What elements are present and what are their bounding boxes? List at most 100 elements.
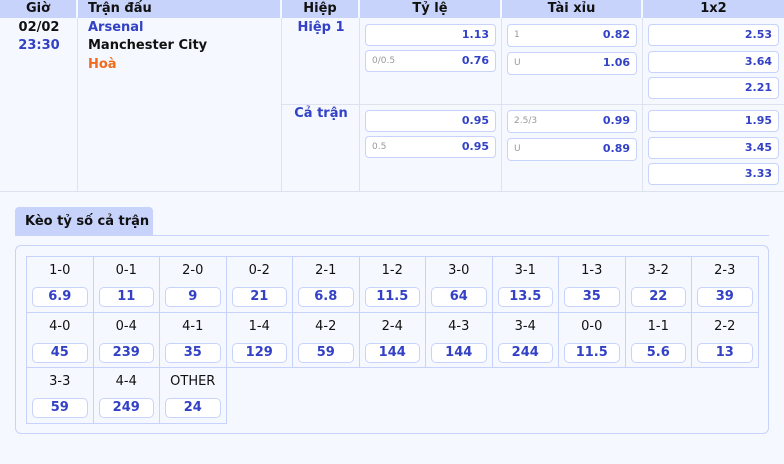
1x2-odds-button[interactable]: 1.95 [648,110,779,132]
score-label: 3-1 [514,263,536,278]
score-cell: 4-4 249 [93,368,160,424]
score-label: 4-0 [49,318,71,334]
score-odds-button[interactable]: 35 [165,342,221,363]
score-odds-button[interactable]: 6.8 [298,287,354,307]
score-odds-button[interactable]: 9 [165,287,221,307]
score-odds-button[interactable]: 22 [630,287,686,307]
handicap-odds-button[interactable]: 1.13 [365,24,496,46]
1x2-odds-button[interactable]: 2.21 [648,77,779,99]
handicap-odds-button[interactable]: 0.5 0.95 [365,136,496,158]
score-cell: 1-3 35 [559,257,626,313]
score-odds-button[interactable]: 129 [231,342,287,363]
score-odds-button[interactable]: 21 [231,287,287,307]
score-cell: 0-1 11 [93,257,160,313]
score-cell: 2-4 144 [359,312,426,368]
score-label: 0-4 [115,318,137,334]
score-cell: 3-1 13.5 [492,257,559,313]
match-date: 02/02 [18,20,60,35]
overunder-line: U [514,144,521,154]
overunder-line: 1 [514,30,520,40]
score-odds-button[interactable]: 239 [98,342,154,363]
header-handicap: Tỷ lệ [360,0,502,18]
header-time: Giờ [0,0,78,18]
score-odds-button[interactable]: 64 [431,287,487,307]
score-odds-button[interactable]: 35 [564,287,620,307]
handicap-odds-button[interactable]: 0/0.5 0.76 [365,50,496,72]
home-team[interactable]: Arsenal [88,20,144,35]
1x2-odds-button[interactable]: 2.53 [648,24,779,46]
period-name: Hiệp 1 [297,20,345,35]
score-cell: 3-0 64 [426,257,493,313]
score-odds-button[interactable]: 24 [165,398,221,418]
score-label: 1-3 [581,263,603,278]
score-label: 4-4 [115,374,137,389]
score-label: 4-3 [448,318,470,334]
odds-value: 3.33 [744,167,772,180]
score-cell: 3-2 22 [625,257,692,313]
score-odds-button[interactable]: 144 [431,342,487,363]
1x2-odds-button[interactable]: 3.64 [648,50,779,73]
score-label: 4-1 [182,318,204,334]
score-odds-button[interactable]: 11.5 [364,287,420,307]
header-match: Trận đấu [78,0,282,18]
overunder-odds-button[interactable]: 1 0.82 [507,24,637,47]
tab-correct-score[interactable]: Kèo tỷ số cả trận [15,207,153,236]
header-half: Hiệp [282,0,360,18]
odds-value: 2.53 [744,28,772,41]
score-cell: 0-4 239 [93,312,160,368]
score-label: 2-0 [182,263,204,278]
overunder-odds-button[interactable]: U 0.89 [507,138,637,161]
score-label: 2-4 [381,318,403,334]
score-label: 1-1 [647,318,669,334]
draw-label: Hoà [88,57,117,72]
score-odds-button[interactable]: 13 [697,342,753,363]
1x2-odds-button[interactable]: 3.45 [648,136,779,159]
score-odds-button[interactable]: 45 [32,342,88,363]
odds-value: 1.06 [602,56,630,69]
header-1x2: 1x2 [643,0,784,18]
score-odds-button[interactable]: 244 [497,342,553,363]
score-label: 1-0 [49,263,71,278]
score-cell: 1-4 129 [226,312,293,368]
score-label: 2-3 [714,263,736,278]
handicap-odds-button[interactable]: 0.95 [365,110,496,132]
period-name: Cả trận [294,106,348,121]
odds-value: 0.95 [461,140,489,153]
score-odds-button[interactable]: 144 [364,342,420,363]
score-odds-button[interactable]: 249 [98,398,154,418]
match-time: 23:30 [18,38,60,53]
odds-value: 0.82 [602,28,630,41]
score-label: 3-0 [448,263,470,278]
score-odds-button[interactable]: 13.5 [497,287,553,307]
overunder-line: 2.5/3 [514,116,538,126]
1x2-odds-button[interactable]: 3.33 [648,163,779,185]
score-odds-button[interactable]: 59 [32,398,88,418]
score-label: 0-2 [248,263,270,278]
odds-value: 1.95 [744,114,772,127]
score-odds-button[interactable]: 39 [697,287,753,307]
score-cell: 3-4 244 [492,312,559,368]
correct-score-grid: 1-0 6.9 0-1 11 2-0 9 0-2 21 2-1 6.8 1-2 11.5 3-0 64 3-… [26,256,759,424]
odds-value: 0.89 [602,142,630,155]
score-odds-button[interactable]: 6.9 [32,287,88,307]
score-cell: 4-0 45 [27,312,94,368]
score-cell: 1-1 5.6 [625,312,692,368]
overunder-odds-button[interactable]: 2.5/3 0.99 [507,110,637,133]
score-odds-button[interactable]: 11.5 [564,342,620,363]
score-cell: 2-3 39 [692,257,759,313]
score-label: 1-2 [381,263,403,278]
score-odds-button[interactable]: 5.6 [630,342,686,363]
score-label: 2-1 [315,263,337,278]
score-label: 3-2 [647,263,669,278]
overunder-odds-button[interactable]: U 1.06 [507,52,637,75]
score-cell: 0-2 21 [226,257,293,313]
score-label: OTHER [170,374,216,389]
score-cell: 1-0 6.9 [27,257,94,313]
score-odds-button[interactable]: 11 [98,287,154,307]
score-cell: 4-3 144 [426,312,493,368]
odds-value: 0.95 [461,114,489,127]
score-cell: 2-0 9 [160,257,227,313]
away-team[interactable]: Manchester City [88,38,208,53]
handicap-line: 0/0.5 [372,56,396,66]
score-odds-button[interactable]: 59 [298,342,354,363]
